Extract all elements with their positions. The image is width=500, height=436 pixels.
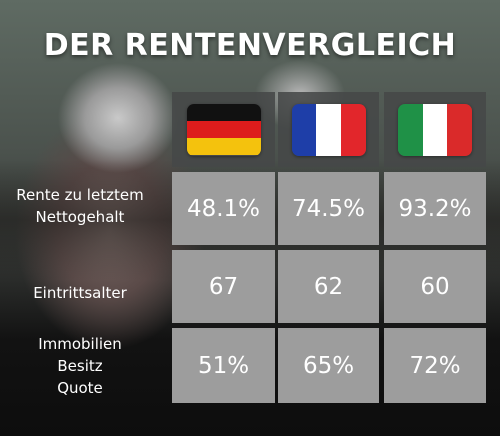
label-line: Nettogehalt bbox=[35, 208, 125, 226]
table-cell: 72% bbox=[384, 328, 486, 403]
flag-cell-france bbox=[278, 92, 379, 167]
row-label-eintrittsalter: Eintrittsalter bbox=[0, 282, 160, 304]
label-line: Quote bbox=[57, 379, 103, 397]
france-flag-icon bbox=[291, 103, 366, 156]
flag-stripe bbox=[186, 138, 261, 156]
flag-stripe bbox=[340, 103, 366, 156]
row-label-rente: Rente zu letztem Nettogehalt bbox=[0, 184, 160, 228]
flag-cell-germany bbox=[172, 92, 275, 167]
flag-stripe bbox=[186, 120, 261, 139]
table-cell: 65% bbox=[278, 328, 379, 403]
flag-stripe bbox=[398, 103, 423, 156]
table-cell: 60 bbox=[384, 250, 486, 323]
table-cell: 93.2% bbox=[384, 172, 486, 245]
flag-stripe bbox=[186, 103, 261, 121]
italy-flag-icon bbox=[398, 103, 472, 156]
flag-stripe bbox=[422, 103, 448, 156]
flag-cell-italy bbox=[384, 92, 486, 167]
page-title: DER RENTENVERGLEICH bbox=[43, 28, 457, 63]
table-cell: 62 bbox=[278, 250, 379, 323]
row-label-immobilien: Immobilien Besitz Quote bbox=[0, 333, 160, 399]
flag-stripe bbox=[316, 103, 341, 156]
germany-flag-icon bbox=[186, 103, 261, 156]
label-line: Immobilien bbox=[38, 335, 122, 353]
label-line: Besitz bbox=[57, 357, 103, 375]
label-line: Eintrittsalter bbox=[33, 284, 127, 302]
flag-stripe bbox=[291, 103, 317, 156]
table-cell: 48.1% bbox=[172, 172, 275, 245]
table-cell: 74.5% bbox=[278, 172, 379, 245]
label-line: Rente zu letztem bbox=[16, 186, 144, 204]
flag-stripe bbox=[447, 103, 472, 156]
table-cell: 67 bbox=[172, 250, 275, 323]
table-cell: 51% bbox=[172, 328, 275, 403]
